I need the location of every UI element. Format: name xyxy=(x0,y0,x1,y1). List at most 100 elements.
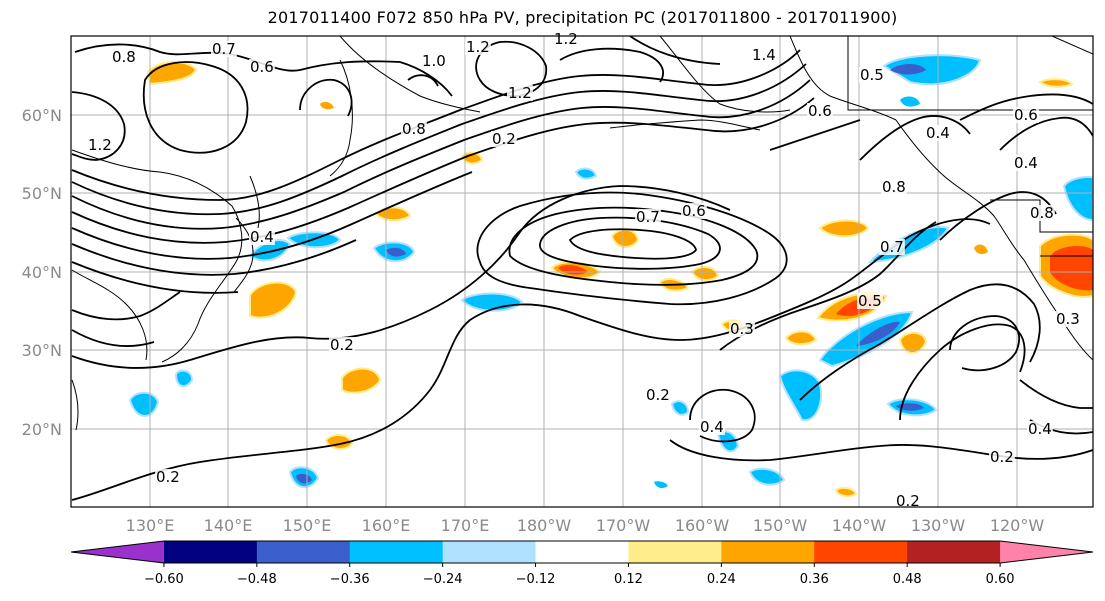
contour-label: 0.4 xyxy=(1028,420,1052,438)
contour-label-halo xyxy=(879,239,905,255)
lon-label: 170°W xyxy=(596,516,651,535)
contour-label-halo xyxy=(401,121,427,137)
precip-patch-blue xyxy=(174,369,194,388)
contour-label-halo xyxy=(155,469,181,485)
contour-label: 0.3 xyxy=(1056,310,1080,328)
precip-patch-orange xyxy=(784,330,818,346)
contour-label: 0.7 xyxy=(880,238,904,256)
contour-label: 0.8 xyxy=(112,48,136,66)
colorbar-tick-label: 0.48 xyxy=(893,572,922,587)
precip-patch-blue xyxy=(882,54,982,86)
colorbar-tick-label: −0.48 xyxy=(237,572,277,587)
precip-patch-blue xyxy=(574,167,598,180)
lon-label: 150°E xyxy=(283,516,332,535)
contour-label-halo xyxy=(699,419,725,435)
contour-label: 0.2 xyxy=(990,448,1014,466)
contour-label: 0.5 xyxy=(860,66,884,84)
precip-patch-orange xyxy=(460,151,484,165)
contour-label: 1.2 xyxy=(508,84,532,102)
lon-label: 170°E xyxy=(441,516,490,535)
contour-label: 0.4 xyxy=(250,228,274,246)
contour-label-halo xyxy=(681,203,707,219)
lon-label: 120°W xyxy=(990,516,1045,535)
grid-lines xyxy=(71,36,1093,507)
precip-patch-darkblue xyxy=(386,247,406,257)
contour-label: 0.2 xyxy=(156,468,180,486)
contour-label-halo xyxy=(1013,107,1039,123)
precip-patch-orange xyxy=(690,266,720,282)
contour-label-halo xyxy=(729,321,755,337)
lon-label: 150°W xyxy=(753,516,808,535)
lon-label: 130°E xyxy=(126,516,175,535)
contour-label-halo xyxy=(329,337,355,353)
precip-patch-blue xyxy=(900,96,920,107)
contour-label-halo xyxy=(1029,205,1055,221)
contour-label-halo xyxy=(465,39,491,55)
colorbar-swatch xyxy=(535,541,629,563)
contour-label: 0.8 xyxy=(882,178,906,196)
contour-label-halo xyxy=(87,137,113,153)
lat-label: 20°N xyxy=(22,420,62,439)
contour-label-halo xyxy=(895,493,921,509)
contour-label-halo xyxy=(859,67,885,83)
contour-label: 0.6 xyxy=(682,202,706,220)
colorbar: −0.60 −0.48 −0.36 −0.24 −0.12 0.12 0.24 0.36 0.4… xyxy=(70,540,1094,587)
contour-labels: 0.8 0.7 0.6 1.2 1.0 1.2 1.4 1.2 1.2 0.8 … xyxy=(87,30,1081,510)
lat-label: 60°N xyxy=(22,106,62,125)
contour-label: 1.2 xyxy=(554,30,578,48)
contour-label-halo xyxy=(645,387,671,403)
contour-label: 0.3 xyxy=(730,320,754,338)
precip-patch-orange xyxy=(610,228,640,248)
lon-label: 140°W xyxy=(832,516,887,535)
contour-label: 0.4 xyxy=(926,124,950,142)
contour-label-halo xyxy=(925,125,951,141)
contour-label: 0.5 xyxy=(858,292,882,310)
precip-patch-darkblue xyxy=(296,473,312,484)
colorbar-swatch xyxy=(628,541,722,563)
precip-patch-darkblue xyxy=(890,64,926,75)
colorbar-swatch xyxy=(907,541,1001,563)
contour-label-halo xyxy=(111,49,137,65)
precip-patch-blue xyxy=(248,239,292,262)
precip-patch-orange xyxy=(974,244,988,255)
contour-label-halo xyxy=(751,47,777,63)
contour-label: 0.2 xyxy=(492,130,516,148)
contour-label: 1.4 xyxy=(752,46,776,64)
map-frame xyxy=(70,35,1094,508)
contour-label-halo xyxy=(553,31,579,47)
contour-label-halo xyxy=(1055,311,1081,327)
colorbar-swatch xyxy=(814,541,908,563)
contour-label-halo xyxy=(1027,421,1053,437)
precip-patch-blue xyxy=(654,481,668,489)
contour-label-halo xyxy=(211,41,237,57)
lon-label: 140°E xyxy=(204,516,253,535)
precip-patch-orange xyxy=(249,281,298,319)
contour-label: 0.6 xyxy=(250,58,274,76)
contour-label: 0.4 xyxy=(1014,154,1038,172)
contour-label: 0.2 xyxy=(646,386,670,404)
contour-label-halo xyxy=(1013,155,1039,171)
contour-label: 0.6 xyxy=(808,102,832,120)
contour-label-halo xyxy=(989,449,1015,465)
contour-label: 0.7 xyxy=(212,40,236,58)
contour-label: 1.2 xyxy=(88,136,112,154)
precip-patch-orange xyxy=(341,367,382,394)
pv-contours xyxy=(71,36,1093,501)
precip-patch-orange xyxy=(374,206,412,222)
colorbar-swatch xyxy=(721,541,815,563)
lat-label: 30°N xyxy=(22,341,62,360)
colorbar-swatch xyxy=(442,541,537,563)
lat-label: 50°N xyxy=(22,184,62,203)
contour-label-halo xyxy=(881,179,907,195)
contour-label-halo xyxy=(807,103,833,119)
contour-label-halo xyxy=(635,209,661,225)
contour-label-halo xyxy=(249,59,275,75)
contour-label: 1.2 xyxy=(466,38,490,56)
lat-label: 40°N xyxy=(22,263,62,282)
precip-patch-orange xyxy=(1038,78,1074,88)
lon-label: 160°E xyxy=(362,516,411,535)
contour-label: 0.2 xyxy=(896,492,920,510)
colorbar-extend-min xyxy=(71,541,164,563)
precip-patch-orange xyxy=(898,331,928,354)
contour-label-halo xyxy=(249,229,275,245)
